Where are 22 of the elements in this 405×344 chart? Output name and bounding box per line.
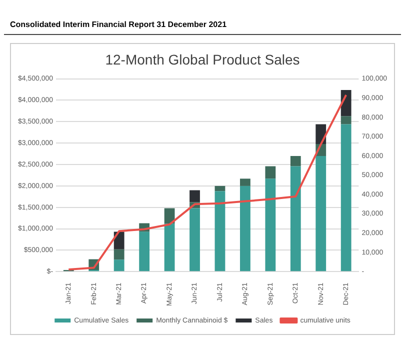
bar (114, 232, 124, 250)
bar (214, 186, 226, 192)
bar (190, 190, 200, 202)
bar (290, 166, 301, 272)
bar (190, 208, 200, 272)
bar (139, 232, 150, 272)
bar (114, 249, 124, 260)
bar (164, 208, 175, 224)
bar (240, 186, 250, 272)
bar (340, 90, 352, 116)
bar (290, 156, 301, 166)
bar (214, 191, 226, 272)
bar (316, 156, 326, 272)
bar (340, 116, 352, 124)
bar (164, 224, 175, 272)
bar (114, 260, 124, 272)
bar (265, 178, 276, 272)
chart-title: 12-Month Global Product Sales (105, 51, 300, 68)
bar (340, 124, 352, 272)
bar (240, 178, 250, 186)
bar (265, 166, 276, 179)
text: Consolidated Interim Financial Report 31 December 2021 (4, 0, 401, 35)
